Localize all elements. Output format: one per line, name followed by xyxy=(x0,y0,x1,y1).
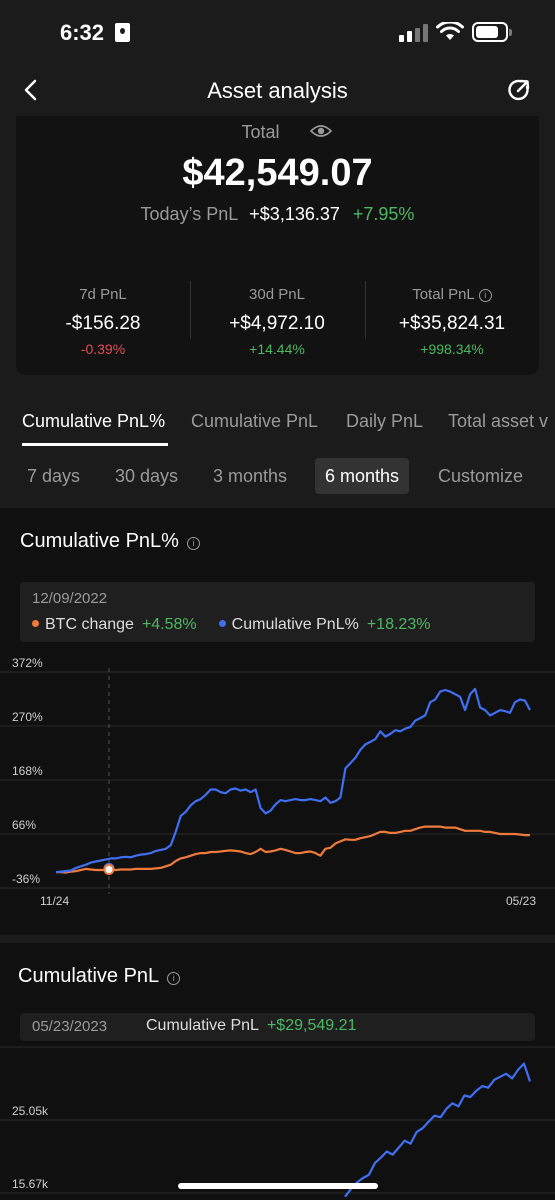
y-tick-label: 34.43k xyxy=(12,1043,49,1045)
active-tab-indicator xyxy=(22,443,168,446)
cumulative-pnl-percent-chart[interactable]: 372% 270% 168% 66% -36%11/24 05/23 xyxy=(0,658,555,918)
chart-title-text: Cumulative PnL% xyxy=(20,530,179,552)
todays-pnl-amount: +$3,136.37 xyxy=(249,204,340,224)
asset-summary-card: Total $42,549.07 Today’s PnL +$3,136.37 … xyxy=(16,116,539,375)
stat-value: +$4,972.10 xyxy=(229,313,325,334)
hover-point xyxy=(103,863,115,875)
page-title: Asset analysis xyxy=(207,78,348,103)
y-tick-label: 168% xyxy=(12,764,43,778)
chart-title: Cumulative PnL% i xyxy=(20,530,200,553)
time-range-selector: 7 days 30 days 3 months 6 months Customi… xyxy=(0,458,555,496)
range-30-days[interactable]: 30 days xyxy=(115,466,179,486)
tooltip-btc-value: +4.58% xyxy=(141,616,197,633)
status-time: 6:32 xyxy=(60,20,105,45)
tooltip-date: 12/09/2022 xyxy=(32,590,108,607)
series-line xyxy=(344,1062,532,1198)
stat-7d-pnl: 7d PnL -$156.28 -0.39% xyxy=(16,286,190,357)
stat-total-pnl: Total PnL i +$35,824.31 +998.34% xyxy=(365,286,539,357)
stat-label: 7d PnL xyxy=(79,286,127,303)
chart-tooltip: 05/23/2023 Cumulative PnL +$29,549.21 xyxy=(20,1013,535,1041)
x-tick-label: 05/23 xyxy=(506,894,536,908)
stat-percent: -0.39% xyxy=(80,341,126,357)
tooltip-btc-label: BTC change xyxy=(45,616,134,633)
cumulative-pnl-card: Cumulative PnL i 05/23/2023 Cumulative Pn… xyxy=(0,943,555,1200)
nav-bar: Asset analysis xyxy=(0,66,555,116)
y-tick-label: 270% xyxy=(12,710,43,724)
total-label-text: Total xyxy=(241,122,280,142)
y-tick-label: -36% xyxy=(12,872,40,886)
stat-label-text: Total PnL xyxy=(412,286,475,303)
series-line xyxy=(55,687,531,874)
share-icon[interactable] xyxy=(505,76,533,104)
cellular-signal-icon xyxy=(399,24,429,42)
stat-value: -$156.28 xyxy=(65,313,141,334)
y-tick-label: 372% xyxy=(12,658,43,670)
y-tick-label: 15.67k xyxy=(12,1177,49,1191)
todays-pnl-percent: +7.95% xyxy=(352,204,415,224)
chart-type-tabs: Cumulative PnL% Cumulative PnL Daily PnL… xyxy=(0,395,555,447)
stat-percent: +998.34% xyxy=(420,341,484,357)
tab-daily-pnl[interactable]: Daily PnL xyxy=(346,411,424,431)
tab-total-asset[interactable]: Total asset v xyxy=(448,411,549,431)
range-7-days[interactable]: 7 days xyxy=(27,466,81,486)
x-tick-label: 11/24 xyxy=(40,894,69,908)
stat-label: Total PnL i xyxy=(365,286,539,303)
total-label: Total xyxy=(16,122,539,143)
tooltip-label: Cumulative PnL xyxy=(146,1017,259,1034)
stat-30d-pnl: 30d PnL +$4,972.10 +14.44% xyxy=(190,286,364,357)
home-indicator xyxy=(178,1183,378,1189)
tooltip-value: +$29,549.21 xyxy=(266,1017,357,1034)
range-3-months[interactable]: 3 months xyxy=(213,466,288,486)
total-value: $42,549.07 xyxy=(182,152,373,194)
cumulative-pnl-chart[interactable]: 34.43k 25.05k 15.67k xyxy=(0,1043,555,1200)
status-bar: 6:32 xyxy=(0,0,555,66)
range-customize[interactable]: Customize xyxy=(438,466,524,486)
info-icon[interactable]: i xyxy=(186,537,200,550)
chart-title-text: Cumulative PnL xyxy=(18,965,160,987)
tooltip-pnl-label: Cumulative PnL% xyxy=(231,616,359,633)
chart-tooltip: 12/09/2022 BTC change +4.58% Cumulative Pn… xyxy=(20,582,535,642)
info-icon[interactable]: i xyxy=(167,972,181,985)
tooltip-values: BTC change +4.58% Cumulative PnL% +18.23% xyxy=(32,616,430,634)
todays-pnl-label: Today’s PnL xyxy=(140,204,239,224)
series-line xyxy=(56,825,530,874)
y-tick-label: 25.05k xyxy=(12,1104,49,1118)
stat-label: 30d PnL xyxy=(249,286,305,303)
eye-icon[interactable] xyxy=(310,123,332,139)
tooltip-values: Cumulative PnL +$29,549.21 xyxy=(146,1017,356,1035)
tab-cumulative-pnl[interactable]: Cumulative PnL xyxy=(191,411,319,431)
range-6-months[interactable]: 6 months xyxy=(315,458,410,494)
tooltip-pnl-value: +18.23% xyxy=(366,616,431,633)
stat-divider xyxy=(365,281,366,339)
tooltip-date: 05/23/2023 xyxy=(32,1018,108,1035)
todays-pnl: Today’s PnL +$3,136.37 +7.95% xyxy=(16,204,539,225)
pnl-legend-dot xyxy=(218,620,226,627)
back-chevron-icon[interactable] xyxy=(20,76,44,104)
chart-title: Cumulative PnL i xyxy=(18,965,181,988)
battery-icon xyxy=(472,22,512,42)
stat-value: +$35,824.31 xyxy=(398,313,506,334)
y-tick-label: 66% xyxy=(12,818,36,832)
stat-percent: +14.44% xyxy=(249,341,305,357)
sim-card-icon xyxy=(115,23,130,42)
wifi-icon xyxy=(436,22,464,40)
info-icon[interactable]: i xyxy=(478,289,492,302)
tab-cumulative-pnl-percent[interactable]: Cumulative PnL% xyxy=(22,411,166,431)
stat-divider xyxy=(190,281,191,339)
cumulative-pnl-percent-card: Cumulative PnL% i 12/09/2022 BTC change +4… xyxy=(0,508,555,935)
btc-legend-dot xyxy=(32,620,39,627)
